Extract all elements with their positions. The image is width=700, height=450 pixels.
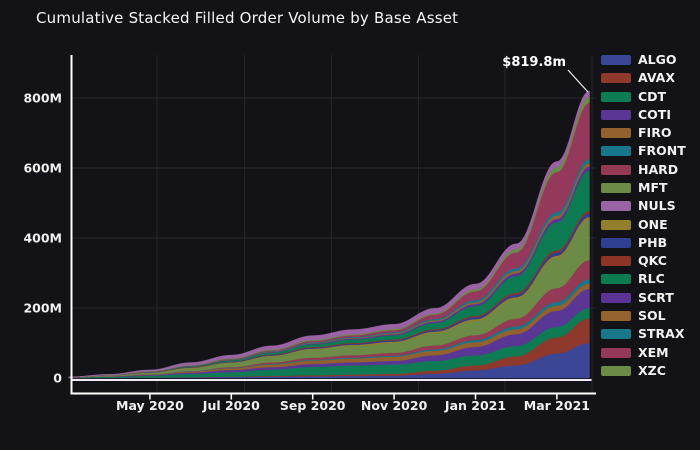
- x-tick-label: Jul 2020: [202, 398, 260, 413]
- legend-item-avax[interactable]: AVAX: [601, 71, 697, 85]
- legend-label: FRONT: [638, 143, 686, 159]
- legend-label: QKC: [638, 253, 667, 269]
- legend-item-firo[interactable]: FIRO: [601, 126, 697, 140]
- legend-label: FIRO: [638, 125, 672, 141]
- legend-label: STRAX: [638, 326, 685, 342]
- legend: ALGO AVAX CDT COTI FIRO FRONT HARD MFT NULS ONE PH…: [601, 53, 697, 378]
- legend-swatch-icon: [601, 219, 631, 230]
- legend-swatch-icon: [601, 329, 631, 340]
- legend-label: XEM: [638, 344, 669, 360]
- x-tick-label: Sep 2020: [280, 398, 346, 413]
- legend-label: PHB: [638, 234, 668, 250]
- legend-swatch-icon: [601, 256, 631, 267]
- legend-item-hard[interactable]: HARD: [601, 161, 697, 177]
- legend-swatch-icon: [601, 365, 631, 376]
- y-tick-label: 600M: [23, 161, 62, 176]
- legend-swatch-icon: [601, 201, 631, 212]
- legend-item-algo[interactable]: ALGO: [601, 53, 697, 67]
- legend-item-xzc[interactable]: XZC: [601, 362, 697, 378]
- legend-label: SCRT: [638, 289, 674, 305]
- legend-item-scrt[interactable]: SCRT: [601, 289, 697, 305]
- legend-item-front[interactable]: FRONT: [601, 144, 697, 158]
- legend-label: NULS: [638, 198, 676, 214]
- legend-swatch-icon: [601, 164, 631, 175]
- annotation-arrow: [567, 69, 589, 93]
- legend-swatch-icon: [601, 292, 631, 303]
- legend-swatch-icon: [601, 347, 631, 358]
- legend-label: SOL: [638, 307, 666, 323]
- legend-swatch-icon: [601, 146, 631, 157]
- legend-item-xem[interactable]: XEM: [601, 344, 697, 360]
- area-series-nuls: [68, 90, 590, 378]
- legend-item-one[interactable]: ONE: [601, 216, 697, 232]
- legend-label: HARD: [638, 161, 679, 177]
- legend-swatch-icon: [601, 310, 631, 321]
- chart-title: Cumulative Stacked Filled Order Volume b…: [36, 9, 459, 27]
- legend-swatch-icon: [601, 109, 631, 120]
- legend-label: RLC: [638, 271, 665, 287]
- legend-label: MFT: [638, 179, 668, 195]
- legend-item-sol[interactable]: SOL: [601, 307, 697, 323]
- legend-item-mft[interactable]: MFT: [601, 179, 697, 195]
- y-tick-label: 200M: [23, 301, 62, 316]
- legend-swatch-icon: [601, 274, 631, 285]
- x-tick-label: Jan 2021: [444, 398, 506, 413]
- legend-item-phb[interactable]: PHB: [601, 234, 697, 250]
- legend-swatch-icon: [601, 73, 631, 84]
- y-tick-label: 800M: [23, 91, 62, 106]
- legend-label: CDT: [638, 88, 667, 104]
- x-tick-label: May 2020: [116, 398, 184, 413]
- legend-item-rlc[interactable]: RLC: [601, 272, 697, 286]
- legend-swatch-icon: [601, 237, 631, 248]
- legend-label: XZC: [638, 362, 666, 378]
- annotation-peak-value: $819.8m: [502, 55, 566, 70]
- x-tick-label: Nov 2020: [361, 398, 428, 413]
- legend-swatch-icon: [601, 55, 631, 65]
- legend-item-qkc[interactable]: QKC: [601, 254, 697, 268]
- legend-swatch-icon: [601, 128, 631, 139]
- legend-label: COTI: [638, 106, 671, 122]
- y-tick-label: 400M: [23, 231, 62, 246]
- legend-item-cdt[interactable]: CDT: [601, 88, 697, 104]
- legend-label: ALGO: [638, 52, 677, 67]
- legend-item-coti[interactable]: COTI: [601, 106, 697, 122]
- legend-swatch-icon: [601, 182, 631, 193]
- legend-label: ONE: [638, 216, 668, 232]
- x-tick-label: Mar 2021: [524, 398, 590, 413]
- legend-label: AVAX: [638, 70, 675, 86]
- legend-item-nuls[interactable]: NULS: [601, 199, 697, 213]
- legend-item-strax[interactable]: STRAX: [601, 327, 697, 341]
- legend-swatch-icon: [601, 91, 631, 102]
- y-tick-label: 0: [53, 371, 62, 386]
